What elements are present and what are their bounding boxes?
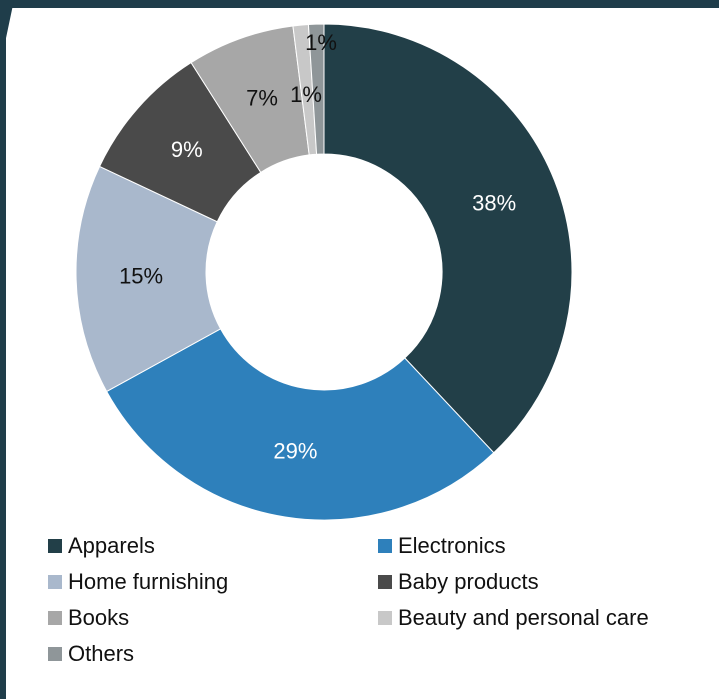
- legend-swatch: [378, 611, 392, 625]
- legend-label: Electronics: [398, 533, 506, 558]
- chart-legend: Apparels Electronics Home furnishing Baby p…: [48, 532, 708, 668]
- data-label-apparels: 38%: [472, 190, 516, 215]
- slice-apparels: [323, 23, 573, 454]
- data-label-books: 7%: [246, 86, 278, 111]
- legend-item-beauty-and-personal-care: Beauty and personal care: [378, 604, 708, 632]
- legend-label: Apparels: [68, 533, 155, 558]
- legend-label: Books: [68, 605, 130, 630]
- legend-swatch: [48, 611, 62, 625]
- legend-item-apparels: Apparels: [48, 532, 378, 560]
- legend-item-home-furnishing: Home furnishing: [48, 568, 378, 596]
- legend-swatch: [378, 539, 392, 553]
- data-label-beauty-and-personal-care: 1%: [290, 82, 322, 107]
- legend-swatch: [48, 647, 62, 661]
- legend-label: Beauty and personal care: [398, 605, 649, 630]
- data-label-others: 1%: [305, 30, 337, 55]
- legend-swatch: [48, 575, 62, 589]
- slice-others: [307, 23, 325, 155]
- data-label-home-furnishing: 15%: [119, 264, 163, 289]
- labels-group: 38% 29% 15% 9% 7% 1% 1%: [119, 30, 516, 464]
- donut-chart: 38% 29% 15% 9% 7% 1% 1%: [75, 23, 573, 521]
- legend-item-electronics: Electronics: [378, 532, 708, 560]
- slice-home-furnishing: [75, 165, 222, 393]
- slice-electronics: [105, 328, 495, 521]
- data-label-electronics: 29%: [273, 439, 317, 464]
- legend-label: Home furnishing: [68, 569, 229, 594]
- legend-swatch: [378, 575, 392, 589]
- legend-item-books: Books: [48, 604, 378, 632]
- legend-item-baby-products: Baby products: [378, 568, 708, 596]
- legend-item-others: Others: [48, 640, 378, 668]
- legend-label: Baby products: [398, 569, 539, 594]
- data-label-baby-products: 9%: [171, 137, 203, 162]
- slices-group: [75, 23, 573, 521]
- legend-label: Others: [68, 641, 135, 666]
- legend-swatch: [48, 539, 62, 553]
